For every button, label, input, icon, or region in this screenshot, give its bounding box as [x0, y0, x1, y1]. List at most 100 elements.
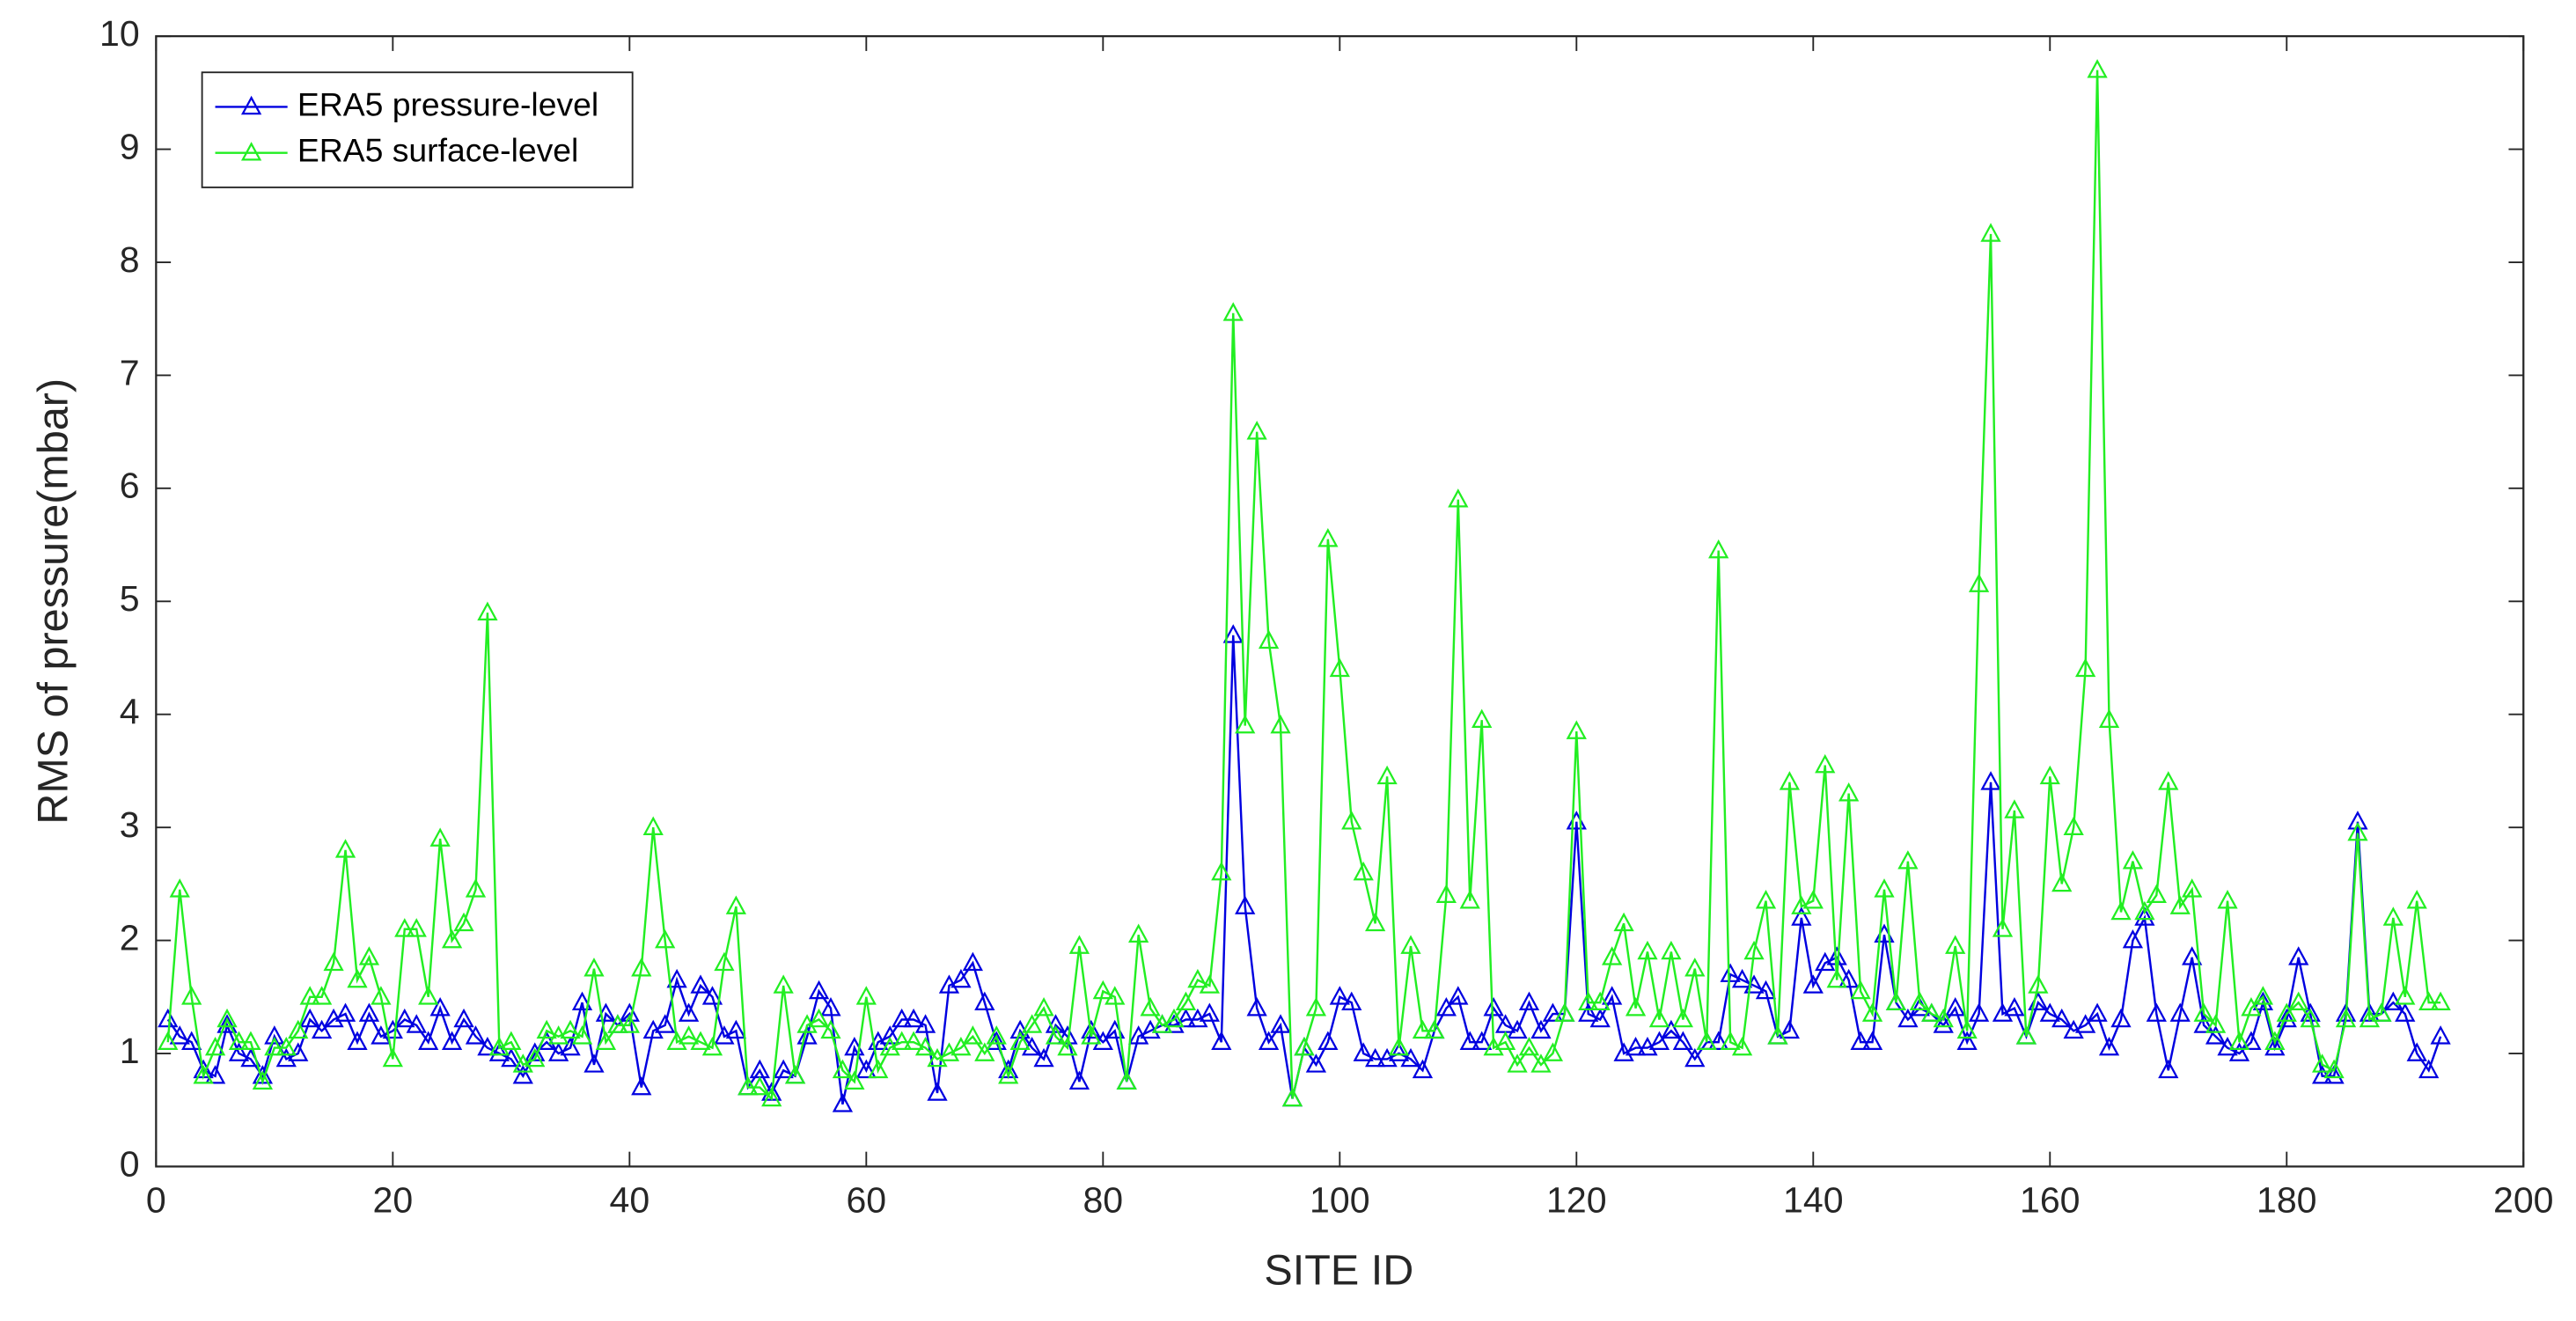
legend-label: ERA5 pressure-level [297, 85, 598, 122]
marker [986, 1025, 1007, 1045]
marker [2323, 1065, 2345, 1084]
marker [1365, 912, 1386, 932]
marker [2134, 906, 2155, 926]
marker [1802, 974, 1824, 994]
marker [181, 1031, 202, 1050]
marker [1613, 912, 1634, 932]
marker [1518, 991, 1540, 1011]
marker [1424, 1019, 1445, 1039]
marker [1637, 940, 1658, 960]
marker [1199, 974, 1220, 994]
marker [1412, 1019, 1434, 1039]
y-tick-label: 10 [99, 13, 140, 54]
marker [1068, 935, 1090, 954]
marker [1838, 782, 1860, 802]
marker [288, 1019, 309, 1039]
marker [974, 991, 995, 1011]
marker [725, 895, 747, 914]
marker [299, 1008, 320, 1028]
x-tick-label: 40 [609, 1179, 650, 1220]
marker [2430, 1025, 2451, 1045]
marker [2347, 811, 2368, 830]
marker [2288, 991, 2309, 1011]
marker [1092, 980, 1113, 1000]
marker [169, 878, 190, 898]
marker [1542, 1002, 1564, 1022]
marker [1211, 861, 1232, 881]
marker [1021, 1014, 1043, 1033]
series-line [166, 70, 2441, 1101]
marker [950, 1036, 972, 1056]
marker [1826, 968, 1847, 988]
marker [193, 1065, 214, 1084]
marker [1081, 1019, 1102, 1039]
marker [2158, 771, 2179, 790]
marker [1270, 714, 1291, 734]
marker [358, 1002, 380, 1022]
marker [1507, 1053, 1528, 1073]
marker [1341, 991, 1362, 1011]
marker [1435, 997, 1457, 1016]
marker [820, 1019, 841, 1039]
marker [1211, 1031, 1232, 1050]
marker [1708, 1031, 1729, 1050]
marker [2051, 1008, 2073, 1028]
y-tick-label: 9 [120, 126, 140, 166]
marker [2169, 895, 2191, 914]
x-tick-label: 180 [2257, 1179, 2316, 1220]
marker [1661, 940, 1682, 960]
marker [2039, 765, 2060, 785]
marker [903, 1008, 924, 1028]
marker [406, 1014, 427, 1033]
marker [820, 997, 841, 1016]
marker [334, 839, 356, 858]
marker [1341, 811, 1362, 830]
marker [1945, 935, 1966, 954]
marker [1199, 1002, 1220, 1022]
marker [1968, 1002, 1990, 1022]
marker [1009, 1031, 1031, 1050]
marker [441, 928, 463, 949]
marker [158, 1008, 179, 1028]
marker [1945, 997, 1966, 1016]
marker [1033, 1047, 1054, 1068]
legend-label: ERA5 surface-level [297, 132, 579, 169]
marker [1116, 1070, 1137, 1090]
marker [2169, 1002, 2191, 1022]
y-tick-label: 3 [120, 804, 140, 845]
marker [1222, 302, 1244, 321]
marker [1353, 861, 1374, 881]
marker [962, 1025, 983, 1045]
marker [1435, 884, 1457, 904]
marker [2300, 1008, 2321, 1028]
marker [1885, 991, 1907, 1011]
marker [2276, 1008, 2297, 1028]
marker [1933, 1014, 1954, 1033]
marker [477, 1036, 498, 1056]
marker [2264, 1036, 2286, 1056]
marker [1542, 1042, 1564, 1061]
marker [595, 1031, 617, 1050]
marker [725, 1019, 747, 1039]
marker [2146, 1002, 2167, 1022]
marker [2182, 946, 2203, 965]
marker [1731, 1036, 1753, 1056]
marker [347, 968, 368, 988]
marker [204, 1036, 226, 1056]
marker [2004, 997, 2025, 1016]
marker [1696, 1031, 1717, 1050]
marker [903, 1031, 924, 1050]
marker [1933, 1008, 1954, 1028]
marker [844, 1070, 865, 1090]
marker [2382, 906, 2404, 926]
marker [1365, 1047, 1386, 1068]
marker [1448, 488, 1469, 508]
marker [1589, 1008, 1611, 1028]
marker [334, 1002, 356, 1022]
marker [1684, 1047, 1706, 1068]
marker [2098, 708, 2120, 728]
x-tick-label: 20 [372, 1179, 413, 1220]
marker [371, 986, 392, 1005]
